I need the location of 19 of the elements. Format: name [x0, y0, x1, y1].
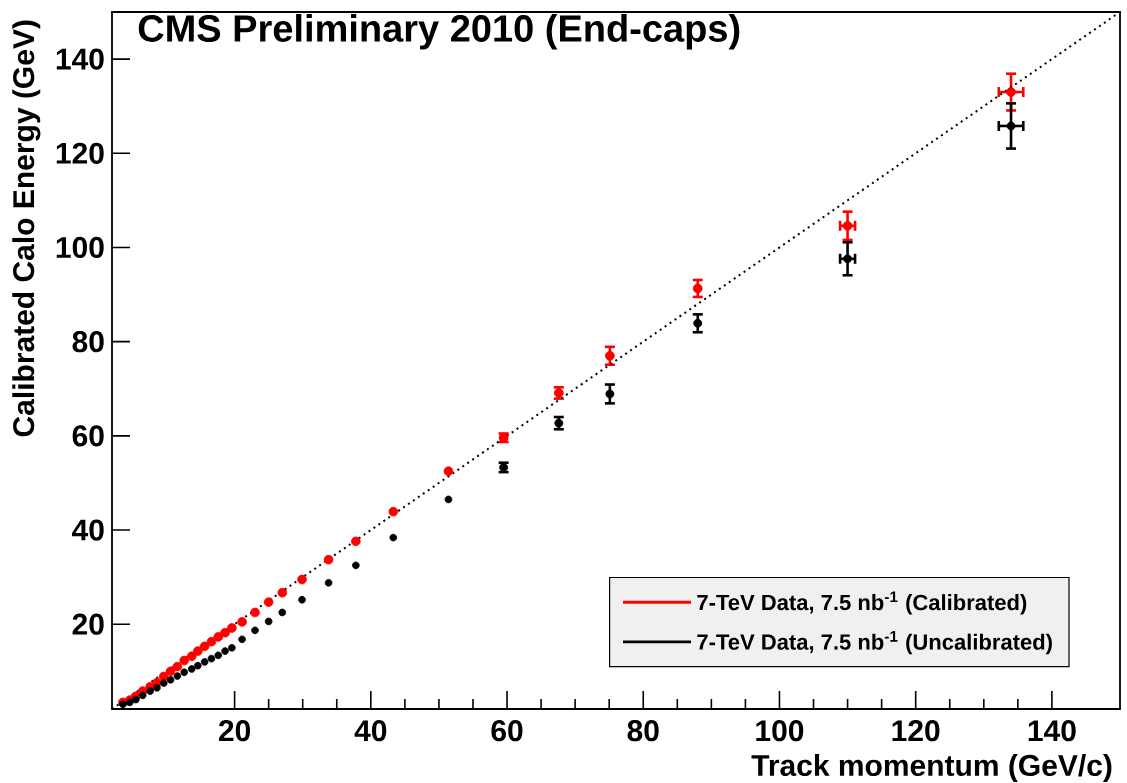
- legend-label: 7-TeV Data, 7.5 nb$^{-1}$ (Calibrated): [697, 591, 1027, 615]
- x-tick-label: 40: [354, 720, 387, 742]
- x-tick-label: 120: [892, 720, 940, 742]
- x-tick-label: 140: [1028, 720, 1076, 742]
- y-tick-label: 140: [56, 48, 104, 70]
- x-tick-label: 100: [756, 720, 804, 742]
- y-tick-label: 60: [72, 425, 104, 447]
- x-axis-title: Track momentum (GeV/c): [751, 754, 1112, 783]
- y-tick-label: 20: [72, 613, 104, 635]
- y-tick-label: 120: [56, 142, 104, 164]
- chart-title: CMS Preliminary 2010 (End-caps): [138, 14, 740, 50]
- y-tick-label: 40: [72, 519, 104, 541]
- y-axis-title: Calibrated Calo Energy (GeV): [12, 20, 41, 437]
- y-tick-label: 80: [72, 331, 104, 353]
- x-tick-label: 60: [491, 720, 523, 742]
- x-tick-label: 20: [218, 720, 251, 742]
- x-tick-label: 80: [627, 720, 659, 742]
- y-tick-label: 100: [56, 236, 104, 259]
- legend-label: 7-TeV Data, 7.5 nb$^{-1}$ (Uncalibrated): [697, 631, 1052, 655]
